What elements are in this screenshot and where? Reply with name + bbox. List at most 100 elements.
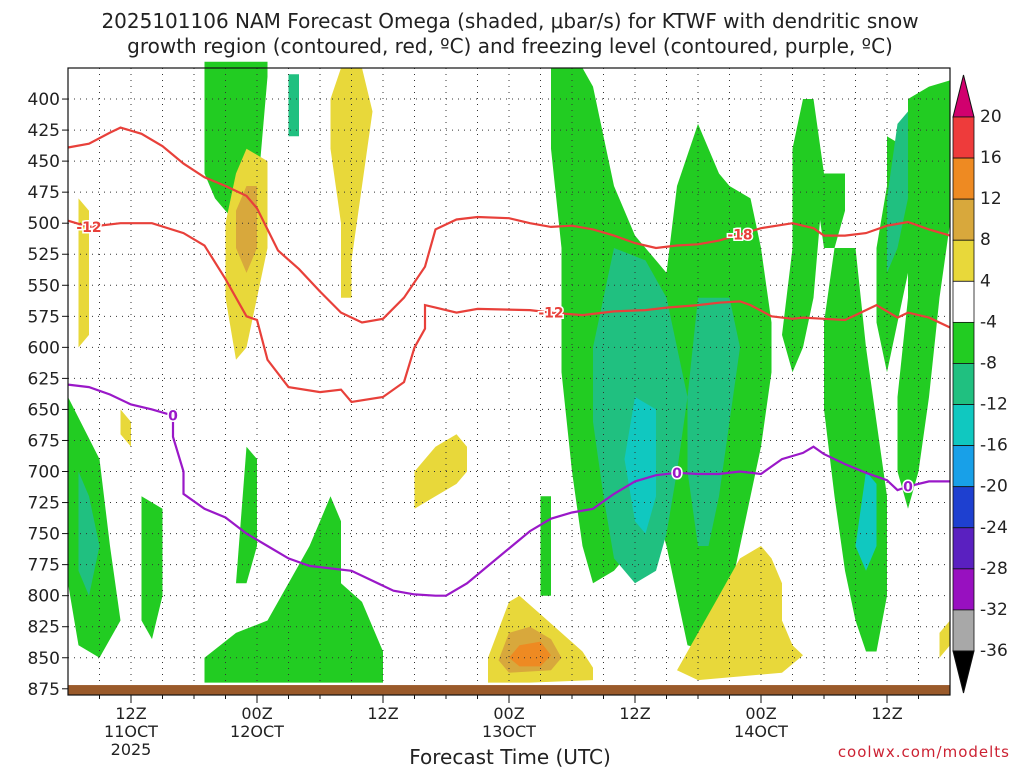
y-tick-label: 825: [28, 618, 60, 638]
omega-region: [887, 111, 908, 273]
x-tick-label: 12OCT: [230, 722, 284, 741]
colorbar-swatch: [952, 568, 975, 611]
omega-region: [624, 397, 656, 534]
omega-region: [288, 74, 299, 137]
grid-lines: [68, 68, 950, 695]
y-tick-label: 675: [28, 431, 60, 451]
omega-region: [204, 496, 383, 683]
colorbar-label: -32: [980, 600, 1008, 620]
colorbar-swatch: [952, 280, 975, 323]
colorbar-swatch: [952, 609, 975, 652]
contour-label: -18: [727, 227, 752, 243]
y-tick-label: 875: [28, 680, 60, 700]
y-tick-label: 700: [28, 463, 60, 483]
contour-label: -12: [538, 306, 563, 322]
colorbar-label: 12: [980, 189, 1002, 209]
x-tick-label: 2025: [111, 740, 152, 759]
colorbar-swatch: [952, 239, 975, 282]
y-tick-label: 500: [28, 214, 60, 234]
x-tick-label: 12Z: [619, 704, 650, 723]
omega-region: [540, 496, 551, 596]
chart-title-line-1: 2025101106 NAM Forecast Omega (shaded, μ…: [101, 9, 918, 33]
colorbar-label: -4: [980, 312, 997, 332]
y-tick-label: 450: [28, 152, 60, 172]
colorbar-label: 4: [980, 271, 991, 291]
x-tick-label: 11OCT: [104, 722, 158, 741]
y-tick-label: 750: [28, 525, 60, 545]
omega-region: [78, 471, 100, 596]
y-tick-label: 650: [28, 400, 60, 420]
y-tick-label: 625: [28, 369, 60, 389]
x-tick-label: 00Z: [745, 704, 776, 723]
colorbar-swatch: [952, 445, 975, 488]
y-tick-label: 475: [28, 183, 60, 203]
contour-line: [67, 219, 951, 404]
x-tick-label: 12Z: [115, 704, 146, 723]
x-axis-label: Forecast Time (UTC): [409, 745, 611, 768]
omega-region: [939, 620, 950, 658]
contour-label: 0: [168, 409, 178, 425]
x-tick-label: 00Z: [493, 704, 524, 723]
x-tick-label: 12Z: [871, 704, 902, 723]
omega-region: [687, 297, 740, 546]
y-tick-label: 725: [28, 494, 60, 514]
colorbar-swatch: [952, 486, 975, 529]
colorbar-label: -12: [980, 395, 1008, 415]
omega-region: [236, 446, 257, 584]
y-tick-label: 850: [28, 649, 60, 669]
colorbar-label: -28: [980, 559, 1008, 579]
omega-region: [141, 496, 163, 640]
y-tick-label: 400: [28, 90, 60, 110]
y-tick-label: 575: [28, 307, 60, 327]
ground-layer: [68, 685, 950, 695]
omega-region: [813, 173, 845, 248]
colorbar-label: -16: [980, 436, 1008, 456]
colorbar-cap-top: [952, 74, 975, 118]
colorbar-label: 8: [980, 230, 991, 250]
contour-label: 0: [903, 479, 913, 495]
watermark: coolwx.com/modelts: [838, 743, 1010, 761]
y-tick-label: 775: [28, 556, 60, 576]
chart-title-line-2: growth region (contoured, red, ºC) and f…: [127, 34, 893, 58]
contour-line: [67, 383, 950, 597]
omega-region: [855, 471, 877, 571]
x-tick-label: 12Z: [367, 704, 398, 723]
x-tick-label: 00Z: [241, 704, 272, 723]
plot-frame: [67, 67, 951, 696]
y-tick-label: 600: [28, 338, 60, 358]
temperature-contours: -12 -12 -18 0 0 0: [67, 126, 951, 597]
y-tick-label: 800: [28, 587, 60, 607]
omega-region: [782, 99, 824, 373]
omega-region: [677, 546, 803, 681]
contour-line: [67, 126, 951, 324]
y-tick-label: 425: [28, 121, 60, 141]
colorbar-label: 16: [980, 148, 1002, 168]
colorbar-swatch: [952, 363, 975, 405]
colorbar-swatch: [952, 116, 975, 159]
colorbar-label: -8: [980, 353, 997, 373]
omega-region: [897, 80, 950, 509]
omega-region: [120, 409, 131, 447]
colorbar-swatch: [952, 157, 975, 200]
x-tick-label: 14OCT: [734, 722, 788, 741]
contour-label: 0: [672, 466, 682, 482]
y-axis: 400 425 450 475 500 525 550 575 600 625 650 675 700 7…: [28, 90, 68, 700]
ground-band: [68, 685, 950, 695]
y-tick-label: 525: [28, 245, 60, 265]
omega-shading: [68, 61, 950, 683]
colorbar-swatch: [952, 321, 975, 364]
colorbar-swatch: [952, 404, 975, 447]
colorbar-label: 20: [980, 107, 1002, 127]
y-tick-label: 550: [28, 276, 60, 296]
contour-label: -12: [76, 220, 101, 236]
colorbar-swatch: [952, 198, 975, 241]
colorbar-swatch: [952, 527, 975, 570]
omega-region: [509, 641, 551, 667]
x-tick-label: 13OCT: [482, 722, 536, 741]
omega-region: [78, 198, 89, 348]
colorbar: 20 16 12 8 4 -4 -8 -12 -16 -20 -24 -28 -32 -36: [952, 74, 1008, 694]
colorbar-label: -20: [980, 477, 1008, 497]
colorbar-label: -24: [980, 518, 1008, 538]
